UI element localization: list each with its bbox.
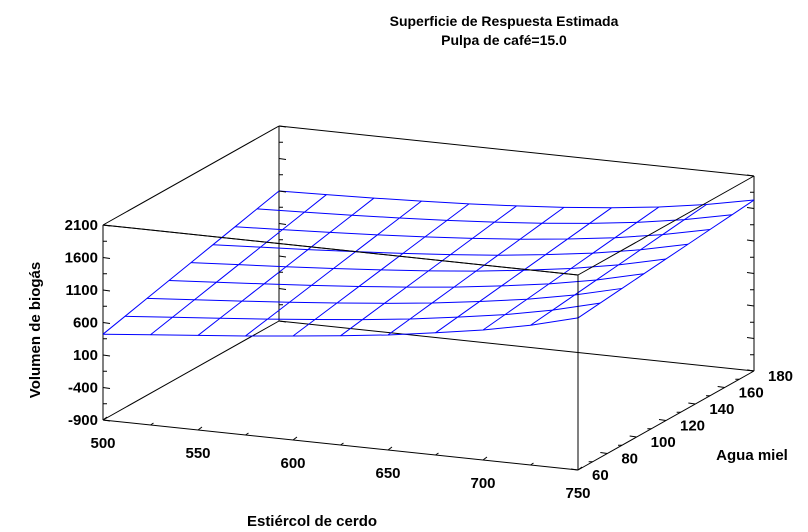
box-edge — [102, 125, 280, 226]
y-tick — [746, 369, 755, 372]
y-tick — [688, 402, 696, 405]
x-tick — [482, 456, 488, 461]
surface-mesh-line — [340, 205, 517, 337]
x-tick — [197, 426, 203, 431]
y-tick — [717, 386, 725, 388]
surface-mesh-line — [256, 208, 733, 224]
z-tick — [278, 288, 287, 290]
x-tick — [577, 466, 583, 471]
y-tick-label: 80 — [621, 451, 638, 468]
z-tick — [102, 419, 111, 422]
z-tick-label: 100 — [73, 347, 98, 364]
surface-mesh-line — [124, 302, 601, 321]
z-tick-label: 1600 — [65, 250, 98, 267]
x-tick-label: 600 — [280, 455, 305, 472]
z-tick — [102, 354, 111, 357]
surface-mesh-line — [102, 317, 579, 337]
surface-mesh-line — [577, 199, 755, 319]
x-tick-label: 650 — [375, 465, 400, 482]
surface-mesh-line — [278, 190, 755, 209]
axis-tick-labels: 2100 1600 1100 600 100 -400 -900 500 550 600 650 70… — [65, 217, 793, 502]
surface-mesh-line — [530, 204, 707, 326]
z-tick — [278, 255, 287, 258]
chart-title: Superficie de Respuesta Estimada — [390, 13, 619, 29]
y-tick-label: 180 — [768, 368, 793, 385]
z-tick — [746, 174, 755, 177]
z-tick — [746, 239, 755, 242]
plot-box-back — [102, 125, 755, 421]
chart-subtitle: Pulpa de café=15.0 — [441, 32, 567, 48]
surface-mesh-line — [168, 273, 645, 288]
x-tick — [292, 436, 298, 441]
z-tick — [102, 387, 111, 389]
y-tick — [570, 468, 579, 471]
y-tick-label: 100 — [651, 434, 676, 451]
y-tick-label: 160 — [739, 385, 764, 402]
z-tick-label: -400 — [68, 380, 98, 397]
z-tick — [746, 272, 755, 274]
plot-box-front — [102, 175, 755, 471]
z-tick — [278, 158, 287, 160]
x-axis-label: Estiércol de cerdo — [247, 513, 377, 530]
y-tick — [629, 435, 637, 438]
surface-mesh-line — [146, 287, 623, 304]
surface-mesh-line — [234, 226, 711, 240]
box-edge — [577, 175, 755, 276]
box-edge — [102, 224, 579, 276]
z-tick — [746, 207, 755, 209]
surface-mesh-line — [387, 206, 565, 336]
x-minor-tick — [150, 422, 154, 426]
response-surface — [102, 190, 755, 337]
z-tick-label: 600 — [73, 315, 98, 332]
surface-mesh-line — [482, 206, 660, 331]
box-edge — [278, 125, 755, 177]
z-tick-label: -900 — [68, 412, 98, 429]
z-tick — [102, 322, 111, 324]
z-axis-label: Volumen de biogás — [27, 262, 44, 398]
z-tick — [278, 125, 287, 128]
y-tick-label: 120 — [680, 418, 705, 435]
z-tick — [278, 320, 287, 323]
box-edge — [102, 320, 280, 421]
z-tick — [102, 224, 111, 227]
z-tick-label: 1100 — [65, 282, 98, 299]
axis-ticks — [102, 125, 755, 471]
y-tick — [658, 419, 667, 421]
surface-mesh-line — [150, 194, 327, 336]
x-minor-tick — [530, 462, 534, 466]
y-axis-label: Agua miel — [716, 447, 788, 464]
z-tick — [746, 304, 755, 307]
surface-mesh-line — [245, 200, 422, 337]
box-edge — [278, 320, 755, 372]
z-tick — [278, 190, 287, 193]
surface-mesh-line — [102, 190, 280, 335]
x-tick — [387, 446, 393, 451]
z-tick — [102, 257, 111, 259]
x-minor-tick — [435, 452, 439, 456]
x-tick — [102, 416, 108, 421]
x-tick-label: 750 — [565, 485, 590, 502]
x-tick-label: 700 — [470, 475, 495, 492]
x-minor-tick — [340, 442, 344, 446]
z-tick — [278, 223, 287, 225]
x-tick-label: 500 — [90, 435, 115, 452]
y-tick-label: 140 — [709, 401, 734, 418]
surface-mesh-line — [197, 197, 375, 336]
z-tick — [746, 337, 755, 339]
x-tick-label: 550 — [185, 445, 210, 462]
x-minor-tick — [245, 432, 249, 436]
z-tick — [102, 289, 111, 292]
surface-mesh-line — [292, 203, 470, 337]
y-tick — [600, 452, 608, 454]
z-tick-label: 2100 — [65, 217, 98, 234]
y-tick-label: 60 — [592, 467, 609, 484]
surface-mesh-line — [435, 207, 612, 334]
